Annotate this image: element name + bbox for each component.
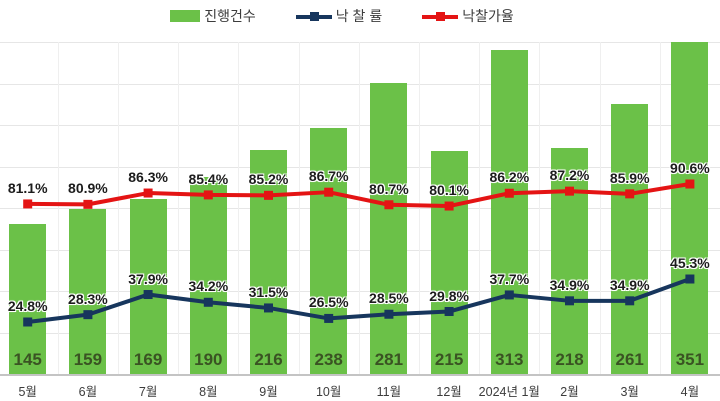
chart-legend: 진행건수 낙 찰 률 낙찰가율: [0, 6, 702, 26]
price-ratio-value-label: 85.4%: [188, 170, 229, 187]
legend-label: 낙찰가율: [462, 8, 514, 24]
gridline: [0, 166, 720, 168]
bar: [189, 177, 227, 374]
win-rate-value-label: 37.7%: [489, 270, 530, 287]
legend-item-bar-count: 진행건수: [170, 6, 256, 26]
bar: [129, 199, 167, 374]
win-rate-value-label: 37.9%: [128, 270, 168, 287]
bar-value-label: 218: [555, 350, 584, 369]
win-rate-value-label: 29.8%: [429, 287, 469, 304]
bar-value-label: 216: [254, 350, 283, 369]
vertical-gridline: [479, 42, 481, 374]
price-ratio-value-label: 80.7%: [369, 180, 409, 197]
win-rate-value-label: 34.9%: [549, 276, 590, 293]
x-axis-label: 3월: [620, 385, 639, 399]
vertical-gridline: [57, 42, 59, 374]
vertical-gridline: [599, 42, 601, 374]
vertical-gridline: [659, 42, 661, 374]
win-rate-value-label: 28.3%: [68, 290, 108, 307]
x-axis-label: 7월: [138, 385, 158, 399]
gridline: [0, 83, 720, 85]
x-axis-label: 6월: [78, 385, 98, 399]
legend-item-price-ratio: 낙찰가율: [422, 6, 514, 26]
bar-value-label: 261: [615, 350, 644, 369]
bar-swatch-icon: [170, 10, 201, 22]
bar: [370, 83, 408, 374]
gridline: [0, 125, 720, 126]
bar: [490, 50, 528, 374]
bar-value-label: 145: [13, 350, 42, 369]
bar-value-label: 159: [73, 350, 103, 369]
x-axis-label: 2024년 1월: [478, 385, 540, 399]
price-ratio-value-label: 86.3%: [128, 169, 168, 186]
bar-value-label: 313: [495, 350, 524, 369]
legend-label: 낙 찰 률: [335, 8, 383, 24]
x-axis-label: 9월: [259, 385, 278, 399]
vertical-gridline: [118, 42, 119, 374]
price-ratio-value-label: 86.7%: [308, 168, 349, 185]
bar: [671, 42, 709, 374]
x-axis-label: 12월: [436, 385, 462, 399]
price-ratio-value-label: 85.2%: [248, 171, 289, 188]
win-rate-value-label: 45.3%: [670, 255, 710, 271]
line-swatch-icon: [422, 10, 459, 22]
x-axis-label: 2월: [560, 385, 579, 399]
line-swatch-icon: [295, 10, 332, 22]
legend-label: 진행건수: [204, 8, 256, 24]
bar: [310, 127, 348, 374]
x-axis-label: 8월: [199, 385, 218, 399]
win-rate-value-label: 34.9%: [609, 276, 650, 293]
vertical-gridline: [539, 42, 541, 374]
price-ratio-value-label: 85.9%: [609, 169, 650, 186]
bar-value-label: 238: [314, 350, 343, 369]
price-ratio-value-label: 80.1%: [429, 182, 469, 199]
win-rate-value-label: 31.5%: [248, 283, 289, 300]
bar-value-label: 169: [133, 350, 163, 369]
x-axis-label: 4월: [680, 385, 700, 399]
vertical-gridline: [358, 42, 360, 374]
price-ratio-value-label: 81.1%: [7, 179, 48, 196]
price-ratio-value-label: 80.9%: [68, 180, 108, 197]
x-axis-label: 5월: [18, 385, 37, 399]
vertical-gridline: [419, 42, 420, 374]
gridline: [0, 42, 720, 43]
price-ratio-value-label: 86.2%: [489, 169, 530, 186]
bar-value-label: 351: [675, 350, 705, 369]
price-ratio-marker: [143, 188, 153, 198]
vertical-gridline: [238, 42, 240, 374]
x-axis-line: [0, 374, 720, 376]
vertical-gridline: [178, 42, 180, 374]
gridline: [0, 208, 720, 209]
win-rate-value-label: 34.2%: [188, 278, 229, 295]
x-axis-label: 11월: [376, 385, 402, 399]
legend-item-win-rate: 낙 찰 률: [295, 6, 383, 26]
price-ratio-value-label: 87.2%: [549, 167, 590, 184]
bar: [611, 103, 649, 374]
price-ratio-value-label: 90.6%: [670, 160, 710, 176]
x-axis-label: 10월: [315, 385, 342, 399]
bar-value-label: 281: [374, 350, 404, 369]
bar-value-label: 190: [194, 350, 223, 369]
win-rate-value-label: 28.5%: [369, 290, 409, 307]
gridline: [0, 332, 720, 334]
bar-value-label: 215: [434, 350, 464, 369]
vertical-gridline: [298, 42, 300, 374]
win-rate-value-label: 26.5%: [308, 294, 349, 311]
gridline: [0, 249, 720, 251]
win-rate-value-label: 24.8%: [7, 297, 48, 314]
